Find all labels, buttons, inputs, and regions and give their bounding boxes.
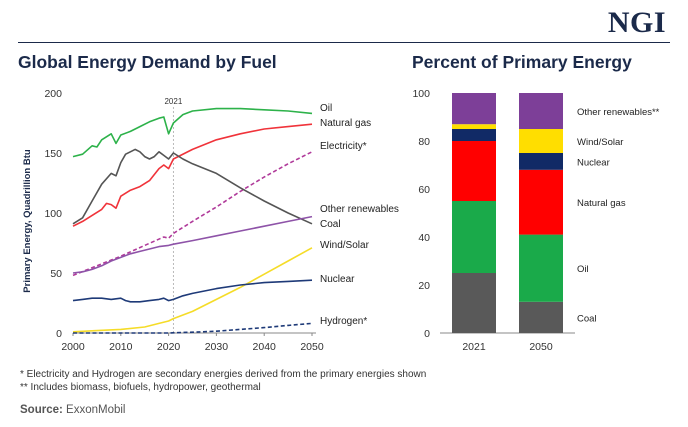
line-y-axis-label: Primary Energy, Quadrillion Btu [22,149,33,293]
line-y-tick-label: 0 [56,328,62,340]
line-series-label-coal: Coal [320,219,341,230]
line-y-tick-label: 200 [44,88,62,100]
bar-segment-2021-other-renewables [452,93,496,125]
line-series-label-natural-gas: Natural gas [320,118,371,129]
bar-category-label: 2050 [529,341,553,353]
line-series-nuclear [72,279,313,303]
bar-y-tick-label: 100 [412,88,430,100]
line-x-tick-label: 2030 [205,341,229,353]
footnote-electricity: * Electricity and Hydrogen are secondary… [20,369,427,380]
line-x-tick-label: 2010 [109,341,133,353]
line-series-coal [72,148,313,225]
bar-segment-2021-nuclear [452,129,496,141]
line-series-label-other-renewables: Other renewables [320,204,399,215]
line-series-wind-solar [72,247,313,333]
line-series-label-hydrogen: Hydrogen* [320,316,367,327]
bar-segment-2021-coal [452,273,496,333]
line-y-tick-label: 100 [44,208,62,220]
bar-segment-2050-nuclear [519,153,563,170]
ngi-logo: NGI [607,6,666,39]
bar-segment-2021-wind-solar [452,124,496,129]
bar-legend-label-oil: Oil [577,264,589,275]
bar-legend-label-wind-solar: Wind/Solar [577,137,623,148]
line-series-label-nuclear: Nuclear [320,274,355,285]
line-y-tick-label: 150 [44,148,62,160]
line-x-tick-label: 2020 [157,341,181,353]
line-series-electricity [72,151,313,277]
source-label: Source: [20,404,63,416]
line-series-oil [72,107,313,158]
line-chart-title: Global Energy Demand by Fuel [18,52,277,72]
line-series-natural-gas [72,123,313,227]
bar-segment-2021-natural-gas [452,141,496,201]
bar-segment-2050-natural-gas [519,169,563,235]
line-x-tick-label: 2040 [253,341,277,353]
line-series-label-wind-solar: Wind/Solar [320,240,370,251]
bar-y-tick-label: 80 [418,136,430,148]
header-divider [18,42,670,43]
bar-legend-label-nuclear: Nuclear [577,157,610,168]
line-series-label-electricity: Electricity* [320,141,367,152]
bar-legend-label-coal: Coal [577,313,597,324]
bar-chart-title: Percent of Primary Energy [412,52,632,72]
bar-segment-2021-oil [452,201,496,273]
year-2021-label: 2021 [164,97,182,106]
source-text: ExxonMobil [66,404,126,416]
line-y-tick-label: 50 [50,268,62,280]
bar-segment-2050-other-renewables [519,93,563,129]
bar-y-tick-label: 40 [418,232,430,244]
footnote-renewables: ** Includes biomass, biofuels, hydropowe… [20,382,261,393]
bar-category-label: 2021 [462,341,486,353]
line-series-other-renewables [72,215,313,274]
line-x-tick-label: 2050 [300,341,324,353]
bar-segment-2050-coal [519,301,563,333]
bar-y-tick-label: 20 [418,280,430,292]
bar-segment-2050-oil [519,234,563,302]
bar-legend-label-other-renewables: Other renewables** [577,107,660,118]
bar-y-tick-label: 60 [418,184,430,196]
bar-y-tick-label: 0 [424,328,430,340]
bar-segment-2050-wind-solar [519,129,563,153]
line-series-label-oil: Oil [320,103,332,114]
line-x-tick-label: 2000 [61,341,85,353]
source-line: Source: ExxonMobil [20,404,125,416]
bar-legend-label-natural-gas: Natural gas [577,198,626,209]
line-series-hydrogen [73,322,313,334]
